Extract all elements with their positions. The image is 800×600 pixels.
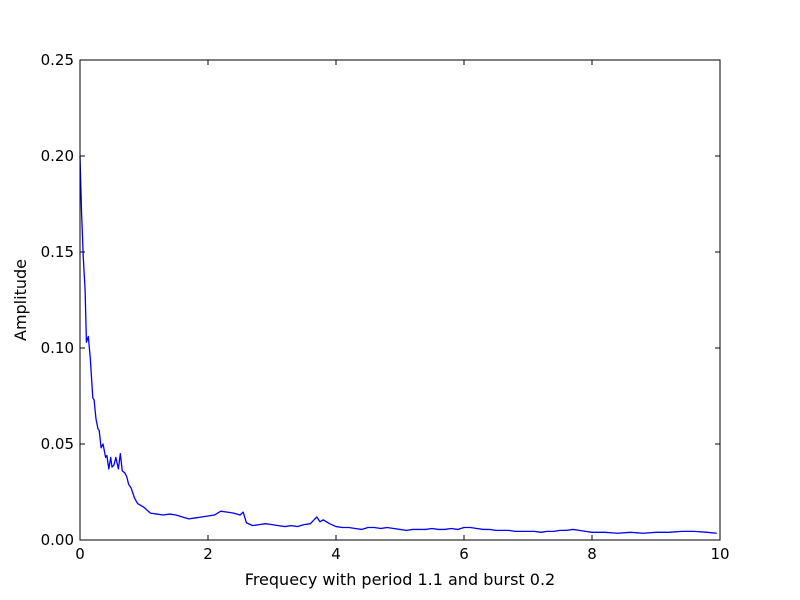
plot-area-frame (79, 59, 721, 541)
x-tick-label: 0 (75, 545, 85, 563)
x-tick-label: 2 (203, 545, 213, 563)
x-tick-label: 8 (587, 545, 597, 563)
y-tick-label: 0.15 (41, 243, 74, 261)
x-tick-label: 10 (710, 545, 729, 563)
series-layer (79, 155, 717, 534)
y-axis-label: Amplitude (11, 259, 30, 341)
y-tick-label: 0.00 (41, 531, 74, 549)
x-tick-label: 4 (331, 545, 341, 563)
y-tick-label: 0.05 (41, 435, 74, 453)
y-tick-label: 0.10 (41, 339, 74, 357)
series-line-0 (79, 155, 717, 534)
axis-ticks: 0 2 4 6 8 10 0.00 0.05 0.10 0.15 0.20 0.25 (41, 51, 730, 563)
y-tick-label: 0.25 (41, 51, 74, 69)
y-tick-label: 0.20 (41, 147, 74, 165)
x-tick-label: 6 (459, 545, 469, 563)
x-axis-label: Frequecy with period 1.1 and burst 0.2 (245, 570, 555, 589)
